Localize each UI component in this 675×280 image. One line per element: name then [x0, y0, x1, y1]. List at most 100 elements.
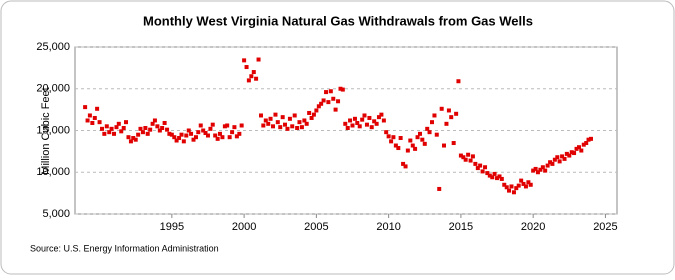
- data-point: [246, 78, 251, 83]
- data-point: [401, 161, 406, 166]
- data-point: [509, 184, 514, 189]
- y-axis-label: Million Cubic Feet: [40, 87, 52, 174]
- data-point: [437, 186, 442, 191]
- data-point: [449, 115, 454, 120]
- y-tick-label: 5,000: [42, 208, 70, 220]
- data-point: [485, 171, 490, 176]
- data-point: [263, 118, 268, 123]
- data-point: [302, 118, 307, 123]
- data-point: [545, 163, 550, 168]
- data-point: [230, 130, 235, 135]
- data-point: [555, 155, 560, 160]
- data-point: [372, 119, 377, 124]
- data-point: [162, 120, 167, 125]
- data-point: [483, 165, 488, 170]
- data-point: [273, 112, 278, 117]
- y-tick-label: 10,000: [36, 166, 70, 178]
- data-point: [179, 132, 184, 137]
- data-point: [251, 70, 256, 75]
- data-point: [564, 151, 569, 156]
- data-point: [511, 190, 516, 195]
- data-point: [275, 120, 280, 125]
- x-tick-label: 2020: [521, 221, 545, 233]
- data-point: [560, 154, 565, 159]
- data-point: [109, 126, 114, 131]
- data-point: [350, 123, 355, 128]
- data-point: [316, 104, 321, 109]
- data-point: [100, 126, 105, 131]
- data-point: [150, 121, 155, 126]
- data-point: [374, 121, 379, 126]
- data-point: [217, 131, 222, 136]
- data-point: [528, 182, 533, 187]
- data-point: [480, 169, 485, 174]
- data-point: [174, 138, 179, 143]
- data-point: [191, 137, 196, 142]
- data-point: [562, 156, 567, 161]
- data-point: [352, 116, 357, 121]
- data-point: [184, 133, 189, 138]
- data-point: [584, 141, 589, 146]
- data-point: [386, 134, 391, 139]
- data-point: [343, 121, 348, 126]
- data-point: [456, 79, 461, 84]
- data-point: [331, 96, 336, 101]
- data-point: [95, 106, 100, 111]
- data-point: [336, 99, 341, 104]
- data-point: [533, 166, 538, 171]
- data-point: [254, 76, 259, 81]
- data-point: [249, 74, 254, 79]
- data-point: [454, 111, 459, 116]
- data-point: [278, 125, 283, 130]
- data-point: [261, 123, 266, 128]
- data-point: [441, 143, 446, 148]
- data-point: [280, 115, 285, 120]
- data-point: [463, 157, 468, 162]
- x-tick-label: 2005: [304, 221, 328, 233]
- data-point: [572, 151, 577, 156]
- data-point: [222, 124, 227, 129]
- data-point: [283, 122, 288, 127]
- data-point: [369, 125, 374, 130]
- data-point: [309, 115, 314, 120]
- data-point: [492, 171, 497, 176]
- x-tick-label: 2015: [449, 221, 473, 233]
- data-point: [160, 125, 165, 130]
- data-point: [285, 126, 290, 131]
- data-point: [367, 115, 372, 120]
- data-point: [403, 164, 408, 169]
- data-point: [189, 131, 194, 136]
- source-note: Source: U.S. Energy Information Administ…: [30, 243, 219, 253]
- data-point: [304, 121, 309, 126]
- data-point: [381, 118, 386, 123]
- data-point: [557, 159, 562, 164]
- data-point: [543, 168, 548, 173]
- data-point: [131, 136, 136, 141]
- data-point: [405, 148, 410, 153]
- data-point: [391, 135, 396, 140]
- data-point: [458, 153, 463, 158]
- data-point: [444, 121, 449, 126]
- x-tick-label: 1995: [160, 221, 184, 233]
- data-point: [104, 124, 109, 129]
- data-point: [432, 113, 437, 118]
- data-point: [271, 124, 276, 129]
- data-point: [208, 126, 213, 131]
- data-point: [244, 65, 249, 70]
- data-point: [314, 108, 319, 113]
- data-point: [321, 98, 326, 103]
- data-point: [470, 154, 475, 159]
- data-point: [114, 125, 119, 130]
- data-point: [234, 134, 239, 139]
- data-point: [177, 136, 182, 141]
- data-point: [439, 106, 444, 111]
- data-point: [497, 174, 502, 179]
- data-point: [97, 120, 102, 125]
- data-point: [475, 166, 480, 171]
- data-point: [225, 123, 230, 128]
- data-point: [181, 139, 186, 144]
- data-point: [473, 161, 478, 166]
- data-point: [526, 180, 531, 185]
- data-point: [434, 132, 439, 137]
- data-point: [157, 128, 162, 133]
